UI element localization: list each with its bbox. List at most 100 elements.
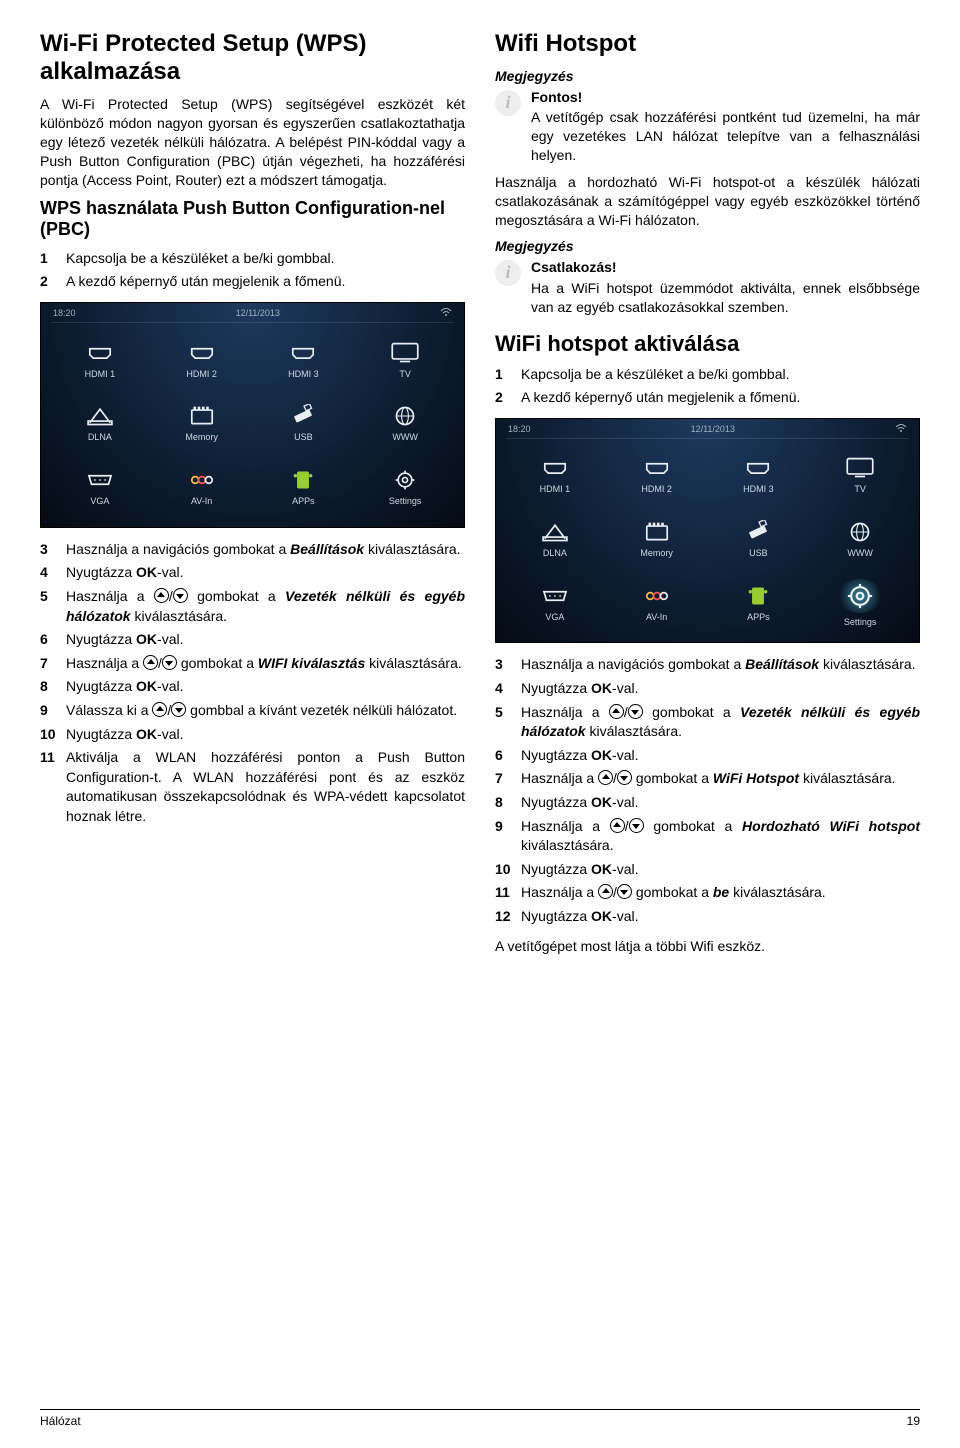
dlna-icon (83, 404, 117, 428)
hdmi-3-icon (286, 341, 320, 365)
menu-item-label: VGA (90, 496, 109, 506)
menu-item-settings[interactable]: Settings (356, 456, 454, 518)
step-item: 1Kapcsolja be a készüléket a be/ki gombb… (495, 365, 920, 385)
settings-icon (838, 579, 882, 613)
wps-heading: Wi-Fi Protected Setup (WPS) alkalmazása (40, 30, 465, 85)
footer-page-number: 19 (907, 1414, 920, 1428)
menu-item-label: USB (294, 432, 313, 442)
menu-item-label: HDMI 1 (540, 484, 571, 494)
tv-icon (843, 456, 877, 480)
step-item: 2A kezdő képernyő után megjelenik a főme… (40, 272, 465, 292)
note-title-2: Csatlakozás! (531, 258, 920, 277)
menu-item-hdmi-2[interactable]: HDMI 2 (608, 445, 706, 507)
menu-item-label: Memory (640, 548, 673, 558)
menu-item-label: USB (749, 548, 768, 558)
info-icon: i (495, 90, 521, 116)
step-item: 12Nyugtázza OK-val. (495, 907, 920, 927)
note-body-1: A vetítőgép csak hozzáférési pontként tu… (531, 109, 920, 163)
device-date: 12/11/2013 (236, 308, 280, 318)
menu-item-label: VGA (545, 612, 564, 622)
av-in-icon (185, 468, 219, 492)
menu-item-label: HDMI 3 (288, 369, 319, 379)
down-arrow-icon (162, 655, 177, 670)
menu-item-av-in[interactable]: AV-In (608, 572, 706, 634)
step-item: 4Nyugtázza OK-val. (495, 679, 920, 699)
usb-icon (286, 404, 320, 428)
note-title-1: Fontos! (531, 88, 920, 107)
menu-item-usb[interactable]: USB (255, 393, 353, 455)
memory-icon (185, 404, 219, 428)
menu-item-label: APPs (747, 612, 770, 622)
menu-item-hdmi-2[interactable]: HDMI 2 (153, 329, 251, 391)
step-item: 9Válassza ki a / gombbal a kívánt vezeté… (40, 701, 465, 721)
step-item: 4Nyugtázza OK-val. (40, 563, 465, 583)
step-item: 6Nyugtázza OK-val. (495, 746, 920, 766)
left-column: Wi-Fi Protected Setup (WPS) alkalmazása … (40, 30, 465, 963)
menu-item-hdmi-3[interactable]: HDMI 3 (255, 329, 353, 391)
hdmi-3-icon (741, 456, 775, 480)
av-in-icon (640, 584, 674, 608)
right-column: Wifi Hotspot Megjegyzés i Fontos! A vetí… (495, 30, 920, 963)
menu-item-label: TV (399, 369, 411, 379)
note-box-1: i Fontos! A vetítőgép csak hozzáférési p… (495, 88, 920, 166)
hdmi-2-icon (185, 341, 219, 365)
menu-item-label: AV-In (191, 496, 212, 506)
menu-item-hdmi-3[interactable]: HDMI 3 (710, 445, 808, 507)
info-icon: i (495, 260, 521, 286)
vga-icon (538, 584, 572, 608)
memory-icon (640, 520, 674, 544)
note-box-2: i Csatlakozás! Ha a WiFi hotspot üzemmód… (495, 258, 920, 317)
menu-item-hdmi-1[interactable]: HDMI 1 (506, 445, 604, 507)
step-item: 5Használja a / gombokat a Vezeték nélkül… (40, 587, 465, 626)
step-item: 10Nyugtázza OK-val. (40, 725, 465, 745)
menu-item-settings[interactable]: Settings (811, 572, 909, 634)
menu-item-tv[interactable]: TV (811, 445, 909, 507)
menu-item-apps[interactable]: APPs (710, 572, 808, 634)
step-item: 3Használja a navigációs gombokat a Beáll… (40, 540, 465, 560)
www-icon (843, 520, 877, 544)
menu-item-apps[interactable]: APPs (255, 456, 353, 518)
down-arrow-icon (617, 884, 632, 899)
menu-item-tv[interactable]: TV (356, 329, 454, 391)
hotspot-heading: Wifi Hotspot (495, 30, 920, 58)
up-arrow-icon (154, 588, 169, 603)
step-item: 8Nyugtázza OK-val. (495, 793, 920, 813)
step-item: 8Nyugtázza OK-val. (40, 677, 465, 697)
menu-item-vga[interactable]: VGA (506, 572, 604, 634)
step-item: 5Használja a / gombokat a Vezeték nélkül… (495, 703, 920, 742)
down-arrow-icon (617, 770, 632, 785)
device-time: 18:20 (53, 308, 76, 318)
menu-item-memory[interactable]: Memory (608, 508, 706, 570)
menu-item-dlna[interactable]: DLNA (51, 393, 149, 455)
wifi-icon (895, 424, 907, 433)
menu-item-vga[interactable]: VGA (51, 456, 149, 518)
www-icon (388, 404, 422, 428)
step-item: 9Használja a / gombokat a Hordozható WiF… (495, 817, 920, 856)
menu-item-usb[interactable]: USB (710, 508, 808, 570)
dlna-icon (538, 520, 572, 544)
hotspot-intro: Használja a hordozható Wi-Fi hotspot-ot … (495, 173, 920, 230)
hdmi-1-icon (538, 456, 572, 480)
menu-item-dlna[interactable]: DLNA (506, 508, 604, 570)
menu-item-www[interactable]: WWW (811, 508, 909, 570)
footer-section: Hálózat (40, 1414, 81, 1428)
menu-item-hdmi-1[interactable]: HDMI 1 (51, 329, 149, 391)
up-arrow-icon (598, 770, 613, 785)
menu-item-label: DLNA (543, 548, 567, 558)
menu-item-label: APPs (292, 496, 315, 506)
vga-icon (83, 468, 117, 492)
apps-icon (741, 584, 775, 608)
up-arrow-icon (598, 884, 613, 899)
note-label-2: Megjegyzés (495, 238, 920, 254)
wps-pbc-heading: WPS használata Push Button Configuration… (40, 198, 465, 241)
down-arrow-icon (171, 702, 186, 717)
menu-item-label: Settings (844, 617, 877, 627)
down-arrow-icon (629, 818, 644, 833)
menu-item-memory[interactable]: Memory (153, 393, 251, 455)
menu-item-av-in[interactable]: AV-In (153, 456, 251, 518)
menu-item-label: HDMI 1 (85, 369, 116, 379)
up-arrow-icon (152, 702, 167, 717)
step-item: 11Aktiválja a WLAN hozzáférési ponton a … (40, 748, 465, 826)
menu-item-www[interactable]: WWW (356, 393, 454, 455)
tv-icon (388, 341, 422, 365)
